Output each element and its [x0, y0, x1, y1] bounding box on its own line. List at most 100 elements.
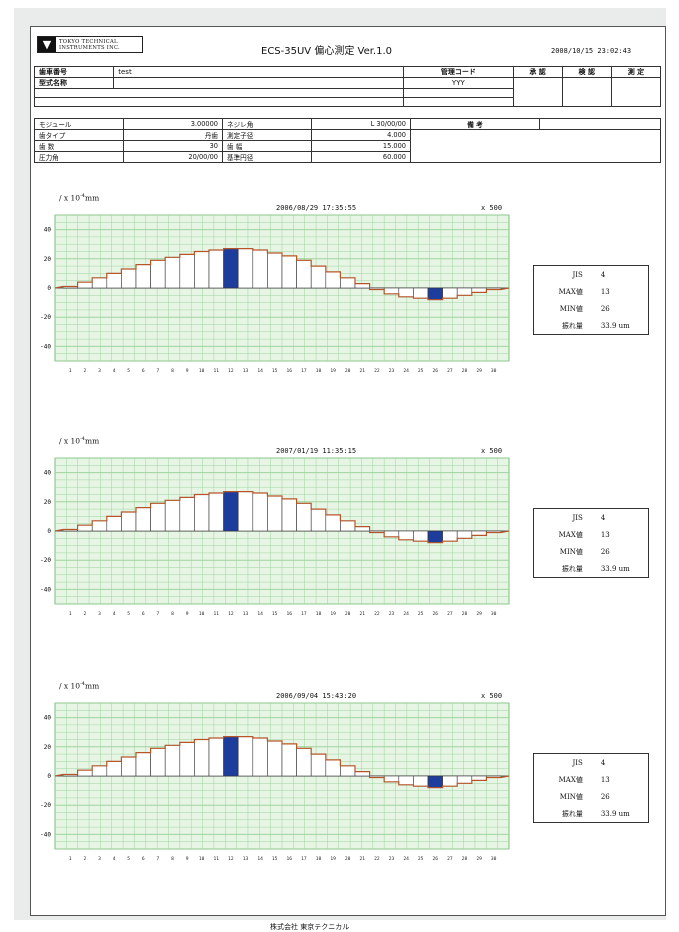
bar [354, 283, 370, 289]
stat-label: MAX値 [558, 530, 583, 539]
bar [91, 277, 108, 289]
y-tick-label: 20 [44, 499, 52, 506]
chart-timestamp: 2007/01/19 11:35:15 [276, 447, 357, 455]
bar [237, 248, 254, 289]
x-tick-label: 24 [403, 857, 409, 862]
x-tick-label: 25 [417, 612, 424, 617]
y-tick-label: 0 [47, 285, 51, 292]
x-tick-label: 30 [490, 857, 497, 862]
x-tick-label: 13 [242, 612, 249, 617]
bar [150, 502, 166, 532]
stat-label: MIN値 [559, 547, 583, 556]
x-tick-label: 23 [388, 612, 395, 617]
x-tick-label: 10 [198, 857, 205, 862]
spec-label: 基準円径 [222, 151, 312, 163]
spec-value: 60.000 [311, 151, 411, 163]
x-tick-label: 4 [112, 369, 116, 374]
print-datetime: 2008/10/15 23:02:43 [551, 47, 632, 55]
spec-value: 20/00/00 [123, 151, 223, 163]
y-tick-label: -20 [40, 314, 51, 321]
runout-chart: 40 20 0 -20 -40 [40, 214, 510, 362]
bar [325, 759, 341, 777]
x-tick-label: 17 [301, 857, 307, 862]
runout-curve [54, 247, 510, 301]
mgmt-code-value: YYY [403, 77, 514, 89]
bar [296, 502, 312, 532]
x-tick-label: 21 [359, 369, 366, 374]
x-tick-label: 4 [112, 612, 116, 617]
y-tick-label: -20 [40, 802, 51, 809]
x-tick-label: 1 [68, 369, 72, 374]
runout-chart: 40 20 0 -20 -40 [40, 457, 510, 605]
x-tick-label: 25 [417, 857, 424, 862]
stat-value: 4 [600, 758, 606, 767]
x-tick-label: 19 [330, 369, 336, 374]
chart-scale-label: x 500 [481, 447, 503, 455]
spec-label: 歯 幅 [222, 140, 312, 152]
bar [135, 507, 151, 532]
x-tick-label: 12 [228, 857, 234, 862]
bar [252, 492, 268, 532]
bar [91, 520, 108, 532]
x-tick-label: 27 [447, 612, 453, 617]
stat-label: JIS [572, 270, 583, 279]
stamp-check-label: 検 認 [561, 66, 612, 78]
x-tick-label: 16 [286, 612, 293, 617]
runout-curve [54, 735, 510, 789]
x-tick-label: 28 [461, 857, 468, 862]
y-tick-label: 0 [47, 528, 51, 535]
bar-highlight [427, 775, 443, 788]
stats-row: MAX値 13 [534, 283, 648, 300]
x-tick-label: 20 [344, 369, 351, 374]
stat-value: 33.9 um [600, 564, 630, 573]
bar [106, 516, 122, 532]
y-unit-label: / x 10-4mm [59, 436, 100, 446]
chart-timestamp: 2006/09/04 15:43:20 [276, 692, 357, 700]
stat-label: MAX値 [558, 775, 583, 784]
stat-label: 振れ量 [561, 564, 583, 573]
bar [413, 530, 429, 542]
bar [310, 508, 327, 532]
y-unit-label: / x 10-4mm [59, 681, 100, 691]
bar [208, 737, 224, 777]
stats-row: MIN値 26 [534, 788, 648, 805]
runout-curve [54, 490, 510, 544]
x-tick-label: 23 [388, 369, 395, 374]
report-sheet: ▼ TOKYO TECHNICAL INSTRUMENTS INC. ECS-3… [30, 26, 666, 916]
x-tick-label: 15 [271, 612, 278, 617]
x-tick-label: 30 [490, 369, 497, 374]
x-tick-label: 19 [330, 857, 336, 862]
x-tick-label: 20 [344, 857, 351, 862]
x-tick-label: 3 [98, 857, 101, 862]
bar [383, 775, 400, 783]
x-tick-label: 1 [68, 857, 72, 862]
x-tick-label: 5 [127, 612, 131, 617]
bar [77, 769, 93, 777]
bar [150, 259, 166, 289]
x-tick-label: 23 [388, 857, 395, 862]
x-tick-label: 3 [98, 612, 101, 617]
x-tick-label: 1 [68, 612, 72, 617]
bar [106, 761, 122, 777]
x-tick-label: 8 [171, 857, 174, 862]
stat-value: 33.9 um [600, 321, 630, 330]
x-tick-label: 18 [315, 612, 322, 617]
x-tick-label: 24 [403, 369, 409, 374]
remarks-label: 備 考 [410, 118, 540, 130]
stat-label: JIS [572, 758, 583, 767]
x-tick-label: 12 [228, 612, 234, 617]
spec-label: 圧力角 [34, 151, 124, 163]
stats-row: MIN値 26 [534, 543, 648, 560]
bar [310, 753, 327, 777]
x-tick-label: 27 [447, 857, 453, 862]
y-tick-label: 0 [47, 773, 51, 780]
x-tick-label: 11 [213, 857, 220, 862]
bar [456, 530, 473, 539]
spec-label: 歯 数 [34, 140, 124, 152]
stats-row: 振れ量 33.9 um [534, 317, 648, 334]
x-tick-label: 2 [83, 612, 87, 617]
spec-label: モジュール [34, 118, 124, 130]
x-tick-label: 17 [301, 612, 307, 617]
stamp-check-box [561, 77, 612, 107]
spec-value: 15.000 [311, 140, 411, 152]
